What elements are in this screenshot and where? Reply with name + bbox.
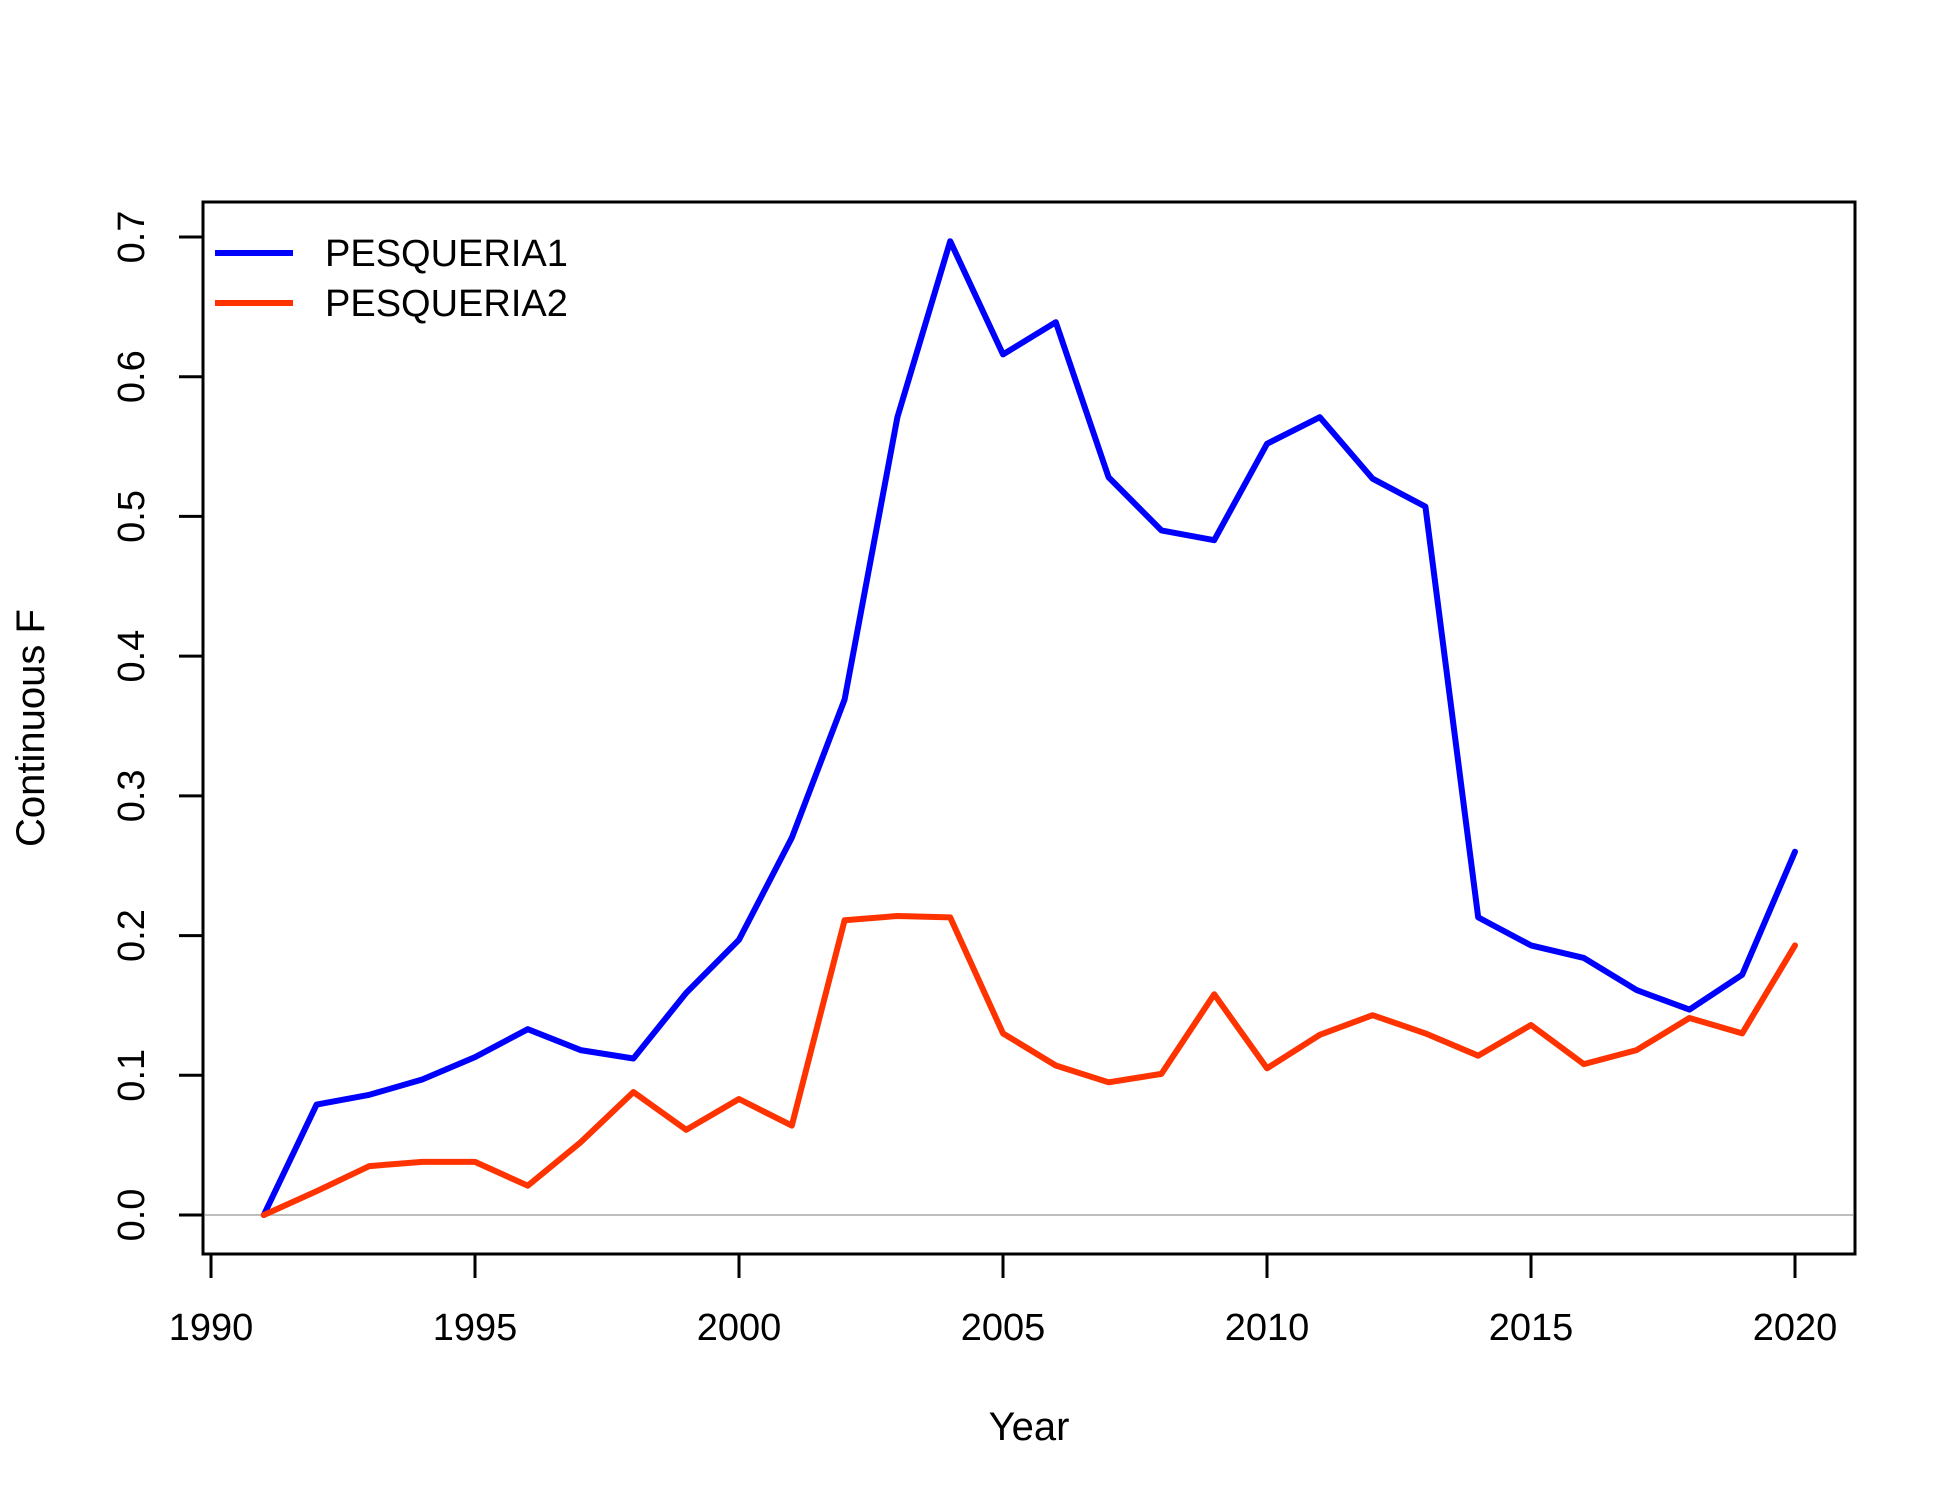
legend-label-2: PESQUERIA2 [325,283,568,325]
x-axis: 1990 1995 2000 2005 2010 2015 2020 [169,1252,1838,1349]
y-tick-label: 0.5 [111,490,153,543]
series-layer [260,238,1798,1218]
x-tick-label: 2010 [1225,1307,1310,1349]
y-axis: 0.0 0.1 0.2 0.3 0.4 0.5 0.6 0.7 [111,211,205,1242]
y-tick-label: 0.1 [111,1049,153,1102]
y-axis-title: Continuous F [9,609,53,847]
x-tick-label: 2000 [697,1307,782,1349]
legend-label-1: PESQUERIA1 [325,233,568,275]
series-line-1 [260,238,1798,1218]
y-tick-label: 0.7 [111,211,153,264]
legend: PESQUERIA1 PESQUERIA2 [215,233,568,325]
y-tick-label: 0.3 [111,769,153,822]
x-axis-title: Year [989,1405,1070,1449]
x-tick-label: 1995 [433,1307,518,1349]
x-tick-label: 2020 [1753,1307,1838,1349]
y-tick-label: 0.0 [111,1189,153,1242]
x-tick-label: 2015 [1489,1307,1574,1349]
series-line-2 [260,913,1798,1218]
y-tick-label: 0.6 [111,350,153,403]
x-tick-label: 2005 [961,1307,1046,1349]
y-tick-label: 0.2 [111,909,153,962]
y-tick-label: 0.4 [111,630,153,683]
x-tick-label: 1990 [169,1307,254,1349]
